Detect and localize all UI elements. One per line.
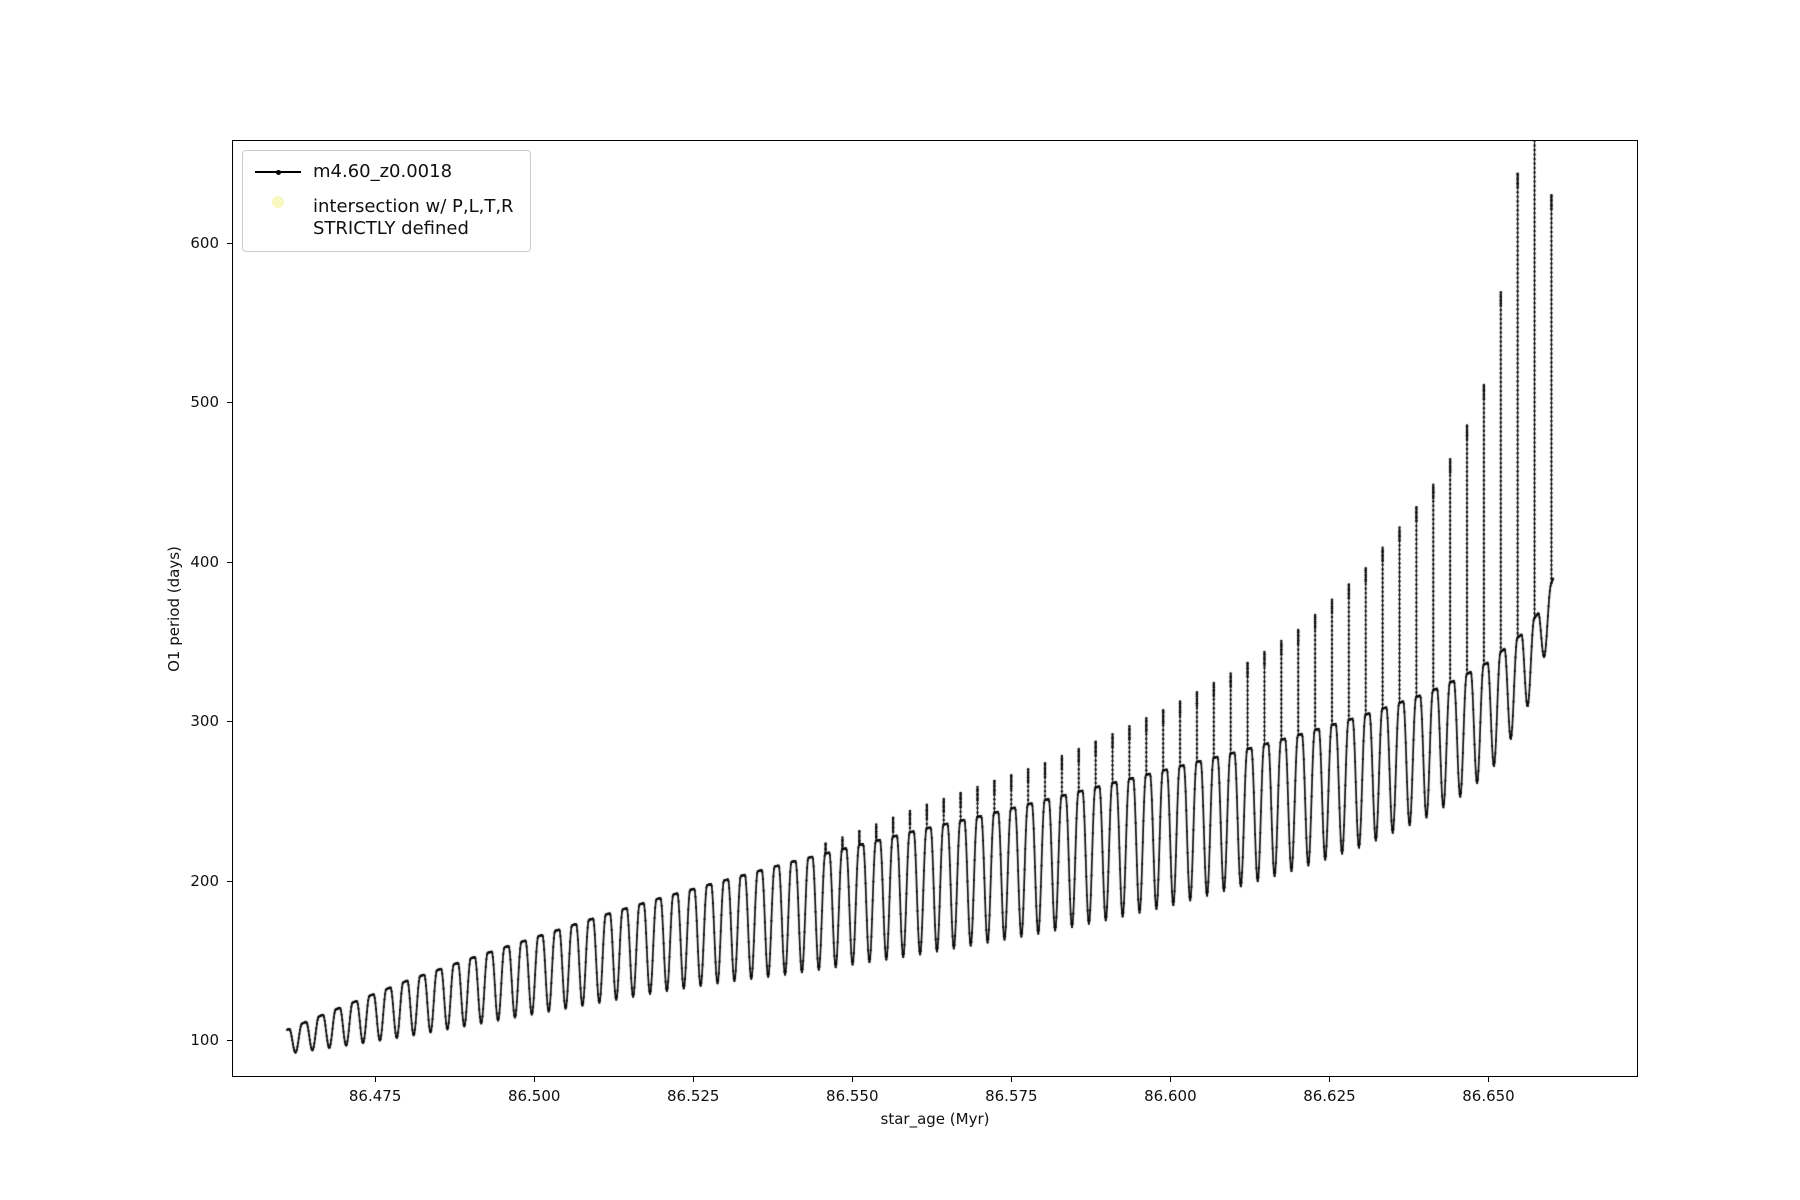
plot-area: m4.60_z0.0018 intersection w/ P,L,T,R ST…: [232, 140, 1639, 1078]
x-tick-mark: [534, 1077, 536, 1082]
line-marker-icon: [255, 169, 301, 175]
y-tick-label: 300: [190, 712, 219, 731]
x-tick-label: 86.475: [348, 1087, 402, 1105]
y-tick-mark: [227, 880, 232, 882]
legend-label-series: m4.60_z0.0018: [313, 161, 453, 182]
y-tick-label: 100: [190, 1031, 219, 1050]
y-tick-label: 600: [190, 233, 219, 252]
legend-label-intersection: intersection w/ P,L,T,R STRICTLY defined: [313, 195, 514, 240]
legend-item-intersection: intersection w/ P,L,T,R STRICTLY defined: [255, 195, 514, 241]
x-tick-label: 86.650: [1462, 1087, 1515, 1105]
x-tick-mark: [852, 1077, 854, 1082]
y-tick-label: 200: [190, 871, 219, 890]
x-tick-mark: [375, 1077, 377, 1082]
data-curve-canvas: [233, 141, 1639, 1078]
x-tick-mark: [1488, 1077, 1490, 1082]
x-tick-mark: [1011, 1077, 1013, 1082]
x-tick-label: 86.525: [666, 1087, 720, 1105]
y-tick-mark: [227, 1040, 232, 1042]
x-tick-label: 86.575: [985, 1087, 1038, 1105]
x-tick-mark: [1170, 1077, 1172, 1082]
x-tick-mark: [693, 1077, 695, 1082]
y-tick-mark: [227, 721, 232, 723]
y-tick-label: 500: [190, 393, 219, 412]
legend-item-series: m4.60_z0.0018: [255, 161, 514, 184]
y-tick-label: 400: [190, 552, 219, 571]
y-tick-mark: [227, 242, 232, 244]
x-tick-label: 86.500: [507, 1087, 561, 1105]
circle-marker-icon: [255, 195, 301, 208]
x-tick-label: 86.600: [1144, 1087, 1197, 1105]
x-tick-label: 86.625: [1303, 1087, 1356, 1105]
y-tick-mark: [227, 561, 232, 563]
x-tick-label: 86.550: [826, 1087, 879, 1105]
legend: m4.60_z0.0018 intersection w/ P,L,T,R ST…: [242, 150, 531, 252]
x-tick-mark: [1329, 1077, 1331, 1082]
y-tick-mark: [227, 402, 232, 404]
x-axis-label: star_age (Myr): [880, 1110, 990, 1128]
